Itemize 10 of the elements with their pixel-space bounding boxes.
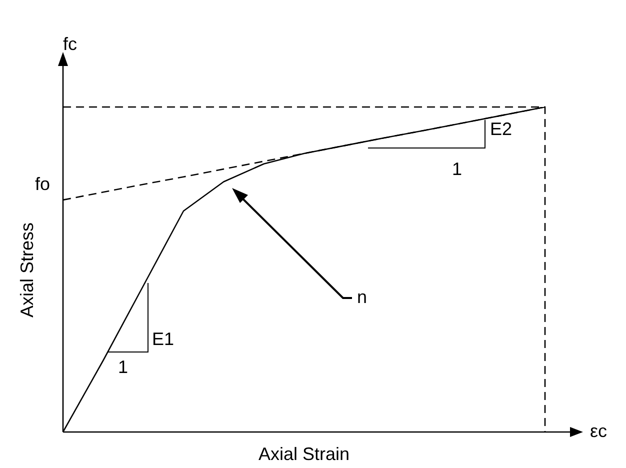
text: fc (63, 34, 78, 54)
annotation: 1 (118, 356, 128, 377)
annotation: E2 (490, 118, 512, 139)
y-axis-title: Axial Stress (16, 222, 37, 318)
annotation: n (357, 286, 368, 307)
x-axis-title: Axial Strain (258, 444, 350, 464)
text: fo (35, 174, 50, 194)
text: εc (590, 420, 608, 441)
annotation: 1 (452, 158, 462, 179)
annotation: E1 (152, 328, 174, 349)
